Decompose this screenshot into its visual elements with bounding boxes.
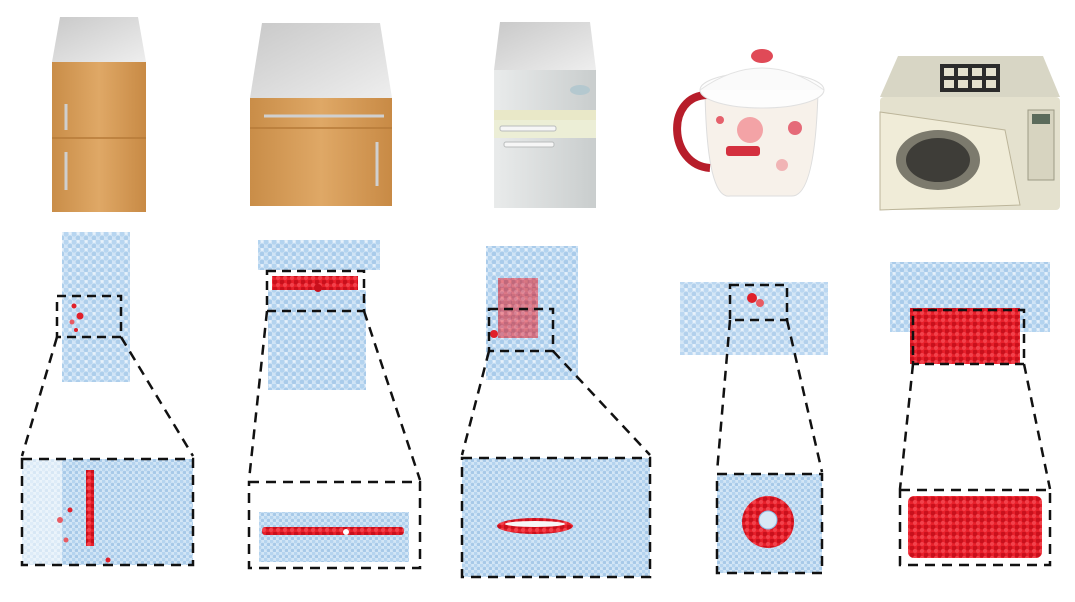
pointcloud-3 bbox=[486, 246, 578, 380]
pointcloud-2 bbox=[258, 240, 380, 390]
zoom-box-1 bbox=[55, 294, 123, 339]
render-microwave bbox=[879, 56, 1060, 211]
zoom-crop-4 bbox=[717, 474, 822, 573]
zoom-crop-3 bbox=[462, 458, 650, 577]
zoom-frame-3 bbox=[460, 456, 652, 579]
zoom-box-2 bbox=[265, 269, 366, 313]
zoom-box-3 bbox=[487, 307, 555, 353]
zoom-frame-1 bbox=[20, 457, 195, 567]
render-refrigerator bbox=[494, 22, 596, 208]
zoom-crop-1 bbox=[22, 459, 193, 565]
pointcloud-4 bbox=[680, 282, 828, 355]
render-mug bbox=[673, 49, 825, 197]
zoom-crop-5 bbox=[900, 490, 1050, 565]
zoom-connectors bbox=[20, 310, 1052, 490]
zoom-box-4 bbox=[728, 283, 789, 322]
render-cabinet-drawer bbox=[250, 23, 392, 206]
zoom-frame-4 bbox=[715, 472, 824, 575]
zoom-frame-2 bbox=[247, 480, 422, 570]
pointcloud-1 bbox=[62, 232, 130, 382]
zoom-box-5 bbox=[911, 308, 1026, 366]
render-cabinet-tall bbox=[52, 17, 146, 212]
zoom-crop-2 bbox=[249, 482, 420, 568]
zoom-frame-5 bbox=[898, 488, 1052, 567]
